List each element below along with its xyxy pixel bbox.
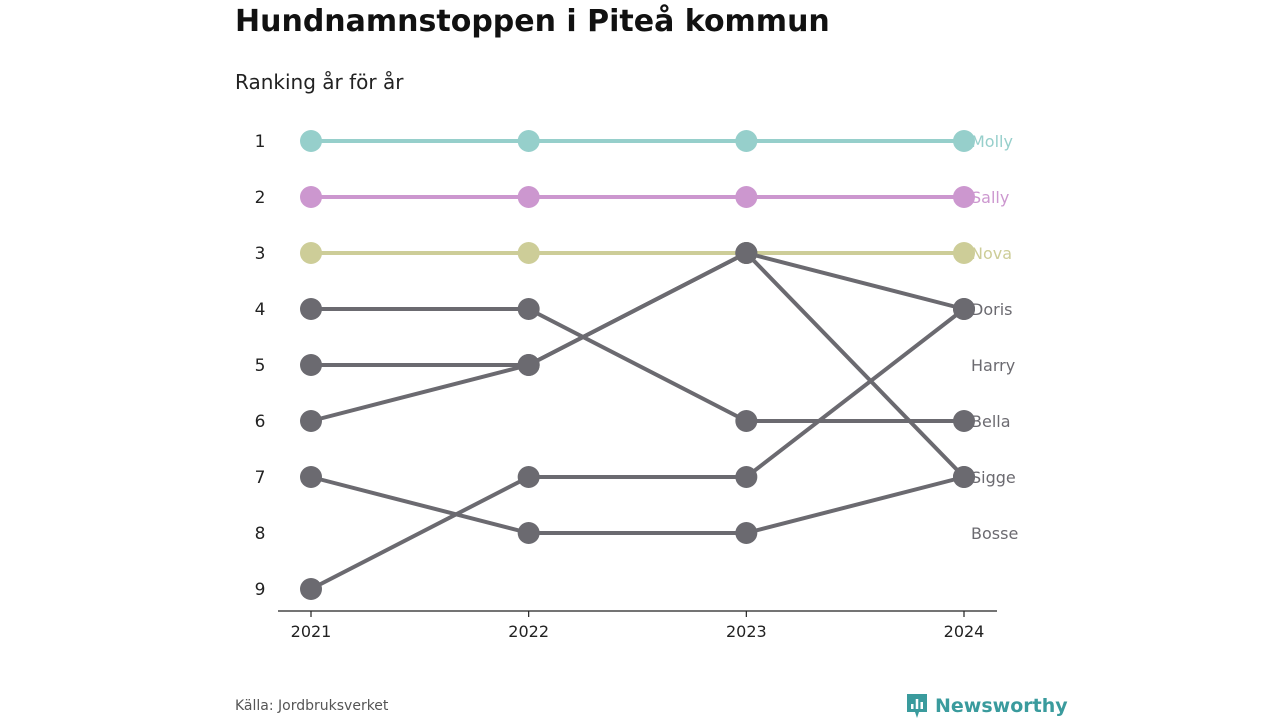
data-point — [735, 466, 758, 488]
data-point — [300, 578, 322, 600]
data-point — [300, 466, 322, 488]
y-tick-label: 3 — [255, 244, 266, 264]
brand-name: Newsworthy — [935, 695, 1068, 717]
series-line-sigge — [309, 307, 966, 591]
series-line-unlabeled-9 — [309, 475, 966, 535]
data-point — [300, 186, 322, 208]
series-label-doris: Doris — [971, 300, 1012, 319]
data-point — [517, 466, 540, 488]
data-point — [300, 354, 322, 376]
newsworthy-logo-icon — [907, 694, 927, 718]
series-label-sigge: Sigge — [971, 468, 1016, 487]
series-end-labels: Molly Sally Nova Doris Harry Bella Sigge Bosse — [971, 132, 1018, 543]
y-tick-label: 7 — [255, 468, 266, 488]
data-point — [300, 298, 322, 320]
series-points — [300, 130, 975, 600]
data-point — [735, 186, 758, 208]
series-label-harry: Harry — [971, 356, 1015, 375]
data-point — [300, 130, 322, 152]
y-tick-label: 1 — [255, 132, 266, 152]
data-point — [953, 130, 975, 152]
y-tick-label: 9 — [255, 580, 266, 600]
data-point — [953, 186, 975, 208]
data-point — [517, 298, 540, 320]
data-point — [953, 410, 975, 432]
data-point — [517, 186, 540, 208]
data-point — [953, 298, 975, 320]
data-point — [735, 242, 758, 264]
x-tick-label: 2022 — [508, 622, 549, 641]
series-label-molly: Molly — [971, 132, 1013, 151]
series-lines — [309, 139, 966, 591]
data-point — [953, 466, 975, 488]
y-tick-label: 6 — [255, 412, 266, 432]
data-point — [300, 410, 322, 432]
x-tick-label: 2024 — [944, 622, 985, 641]
chart-title: Hundnamnstoppen i Piteå kommun — [235, 4, 830, 39]
chart-axes: 2021 2022 2023 2024 1 2 3 4 5 6 7 8 9 — [255, 132, 997, 641]
series-label-sally: Sally — [971, 188, 1009, 207]
data-point — [517, 130, 540, 152]
series-line-unlabeled-8 — [309, 251, 966, 479]
data-point — [300, 242, 322, 264]
y-tick-label: 2 — [255, 188, 266, 208]
data-point — [735, 130, 758, 152]
brand-logo: Newsworthy — [905, 692, 1068, 720]
data-point — [735, 522, 758, 544]
series-line-bella — [309, 307, 966, 423]
x-tick-label: 2023 — [726, 622, 767, 641]
series-label-bella: Bella — [971, 412, 1011, 431]
series-label-nova: Nova — [971, 244, 1012, 263]
y-tick-label: 4 — [255, 300, 266, 320]
series-line-doris — [309, 251, 966, 423]
source-note: Källa: Jordbruksverket — [235, 698, 389, 714]
chart-subtitle: Ranking år för år — [235, 70, 404, 94]
data-point — [517, 522, 540, 544]
data-point — [517, 242, 540, 264]
y-tick-label: 5 — [255, 356, 266, 376]
data-point — [517, 354, 540, 376]
y-tick-label: 8 — [255, 524, 266, 544]
x-tick-label: 2021 — [291, 622, 332, 641]
data-point — [735, 410, 758, 432]
data-point — [953, 242, 975, 264]
series-label-bosse: Bosse — [971, 524, 1018, 543]
